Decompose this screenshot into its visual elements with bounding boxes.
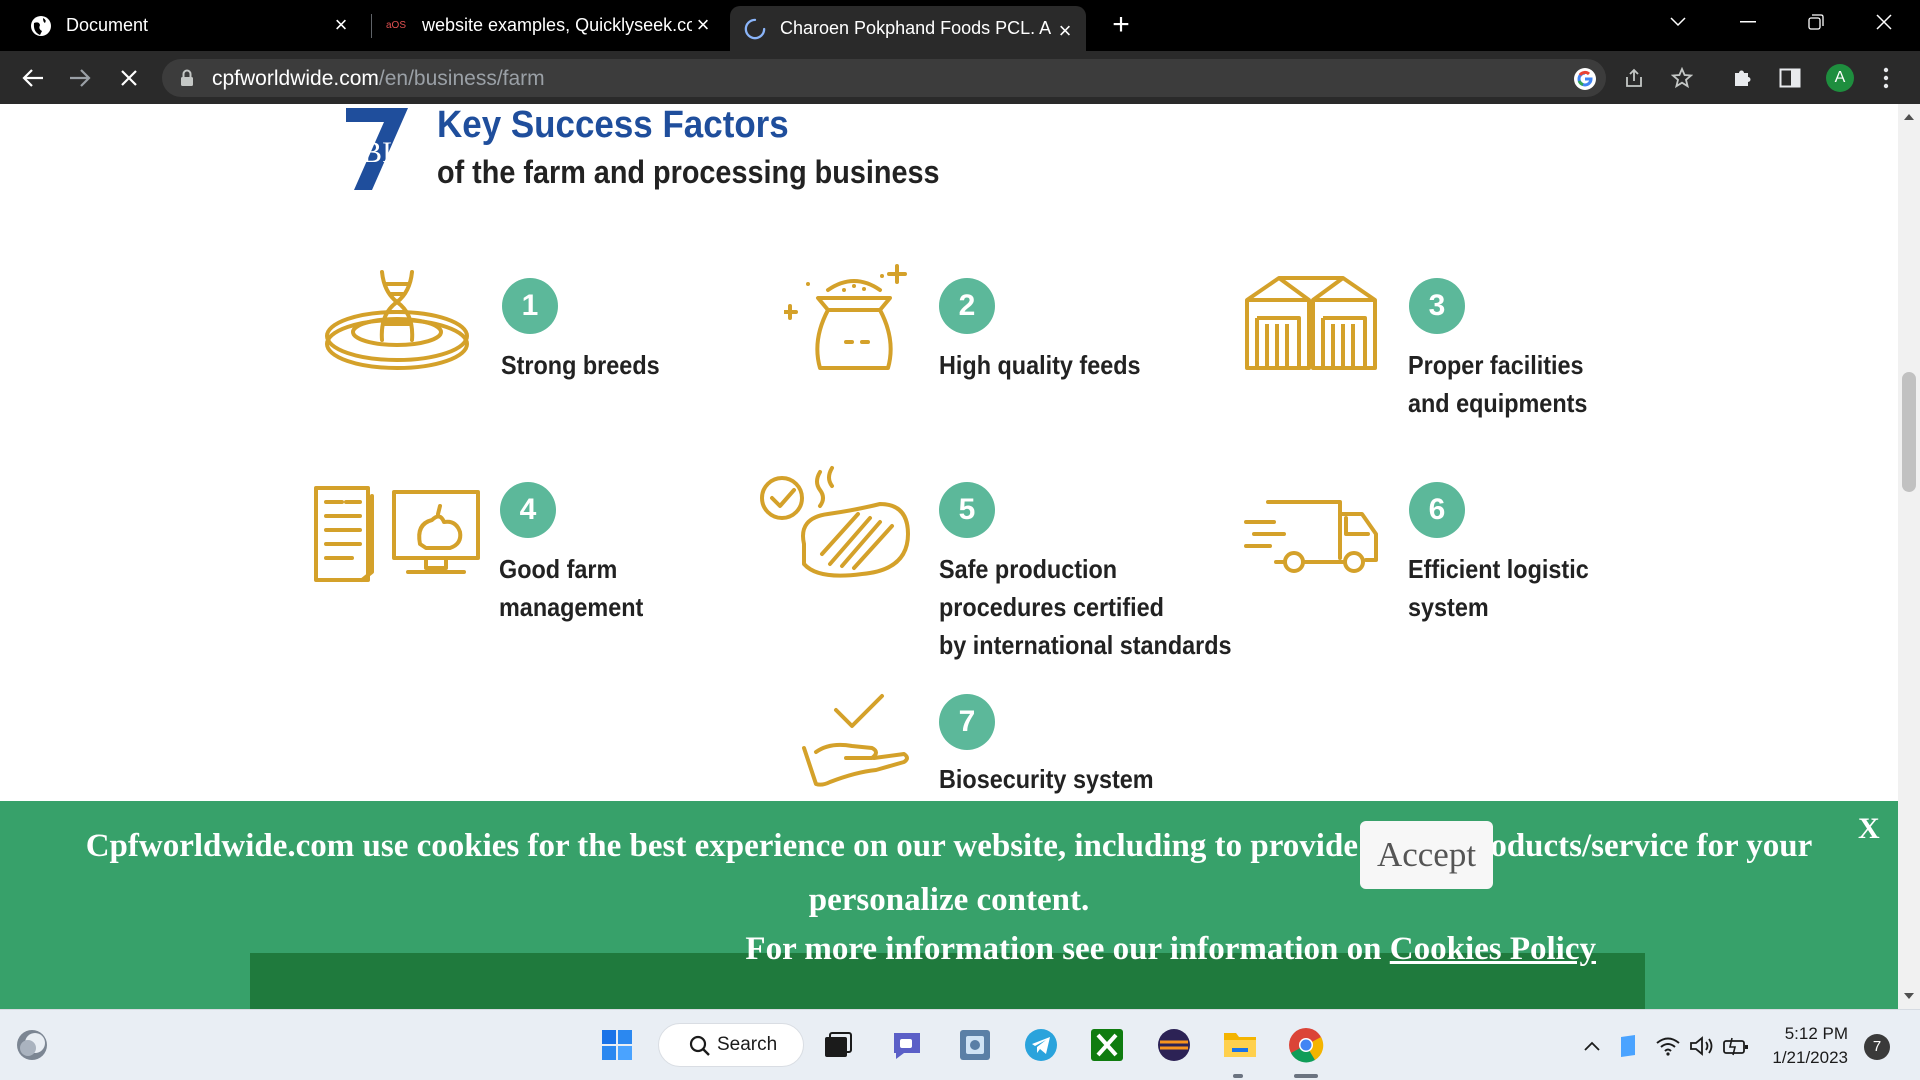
battery-icon[interactable] — [1722, 1032, 1750, 1060]
close-window-icon[interactable] — [1854, 0, 1914, 44]
tab-divider — [371, 14, 372, 38]
teams-chat-icon[interactable] — [887, 1025, 927, 1065]
tab-search-chevron-icon[interactable] — [1648, 0, 1708, 44]
hand-check-icon — [802, 694, 909, 787]
scroll-thumb[interactable] — [1902, 372, 1916, 492]
widgets-icon[interactable] — [12, 1025, 52, 1065]
search-label: Search — [717, 1034, 778, 1055]
tab-document[interactable]: Document × — [30, 0, 362, 51]
notification-count-badge[interactable]: 7 — [1864, 1034, 1890, 1060]
close-tab-icon[interactable]: × — [334, 12, 348, 37]
bookmark-star-icon[interactable] — [1668, 64, 1696, 92]
system-clock[interactable]: 5:12 PM 1/21/2023 — [1758, 1022, 1848, 1070]
side-panel-icon[interactable] — [1776, 64, 1804, 92]
dna-icon — [325, 270, 469, 370]
cookie-message: Cpfworldwide.com use cookies for the bes… — [85, 828, 1813, 918]
factor-number-badge: 6 — [1409, 482, 1465, 538]
url-path: /en/business/farm — [378, 67, 545, 90]
windows-taskbar: Search 5:12 PM 1/21/2023 7 — [0, 1009, 1920, 1080]
stop-loading-icon[interactable] — [112, 61, 146, 95]
clock-date: 1/21/2023 — [1772, 1048, 1848, 1067]
cookie-banner: Cpfworldwide.com use cookies for the bes… — [0, 801, 1898, 1009]
search-icon — [689, 1035, 710, 1056]
google-icon[interactable] — [1572, 66, 1598, 92]
section-subtitle: of the farm and processing business — [437, 154, 940, 190]
show-hidden-icons-chevron-icon[interactable] — [1578, 1032, 1606, 1060]
qs-favicon-icon: aOS — [385, 20, 406, 31]
close-tab-icon[interactable]: × — [696, 12, 710, 37]
factor-number-badge: 5 — [939, 482, 995, 538]
factor-label: Proper facilities and equipments — [1408, 350, 1588, 418]
tab-website-examples[interactable]: aOS website examples, Quicklyseek.co × — [384, 0, 724, 51]
banner-background-image — [250, 953, 1645, 1009]
photos-app-icon[interactable] — [955, 1025, 995, 1065]
page-scrollbar[interactable] — [1898, 104, 1920, 1009]
factor-number-badge: 7 — [939, 694, 995, 750]
tab-title: Charoen Pokphand Foods PCL. A — [780, 18, 1052, 38]
tab-strip: Document × aOS website examples, Quickly… — [0, 0, 1920, 51]
close-tab-icon[interactable]: × — [1058, 18, 1072, 43]
browser-toolbar: cpfworldwide.com/en/business/farm A — [0, 51, 1920, 104]
section-title: Key Success Factors — [437, 104, 789, 146]
factor-number-badge: 1 — [502, 278, 558, 334]
factor-number-badge: 3 — [1409, 278, 1465, 334]
meat-certified-icon — [760, 466, 910, 578]
factor-label: Efficient logistic system — [1408, 554, 1589, 622]
scroll-up-arrow-icon[interactable] — [1904, 112, 1914, 122]
file-explorer-icon[interactable] — [1220, 1025, 1260, 1065]
accept-cookies-button[interactable]: Accept — [1360, 821, 1493, 889]
factor-label: High quality feeds — [939, 350, 1141, 380]
share-icon[interactable] — [1620, 64, 1648, 92]
tab-cpf-active[interactable]: Charoen Pokphand Foods PCL. A × — [730, 6, 1086, 51]
menu-kebab-icon[interactable] — [1872, 64, 1900, 92]
globe-icon — [30, 15, 52, 37]
back-arrow-icon[interactable] — [16, 61, 50, 95]
task-view-icon[interactable] — [818, 1025, 858, 1065]
factor-label: Safe production procedures certified by … — [939, 554, 1232, 660]
truck-icon — [1244, 500, 1378, 573]
cookie-info-text: For more information see our information… — [745, 931, 1382, 967]
onedrive-tray-icon[interactable] — [1614, 1032, 1642, 1060]
cookies-policy-link[interactable]: Cookies Policy — [1389, 931, 1596, 967]
chrome-taskbar-icon[interactable] — [1283, 1025, 1329, 1065]
scroll-down-arrow-icon[interactable] — [1904, 991, 1914, 1001]
loading-spinner-icon — [744, 18, 766, 40]
wifi-icon[interactable] — [1654, 1032, 1682, 1060]
lock-icon — [180, 69, 194, 92]
taskbar-search[interactable]: Search — [658, 1023, 804, 1067]
tab-title: Document — [66, 15, 149, 35]
url-text: cpfworldwide.com/en/business/farm — [212, 67, 545, 91]
eclipse-ide-icon[interactable] — [1154, 1025, 1194, 1065]
page-viewport: BI Key Success Factors of the farm and p… — [0, 104, 1898, 1009]
extensions-puzzle-icon[interactable] — [1728, 64, 1756, 92]
telegram-icon[interactable] — [1021, 1025, 1061, 1065]
tab-title: website examples, Quicklyseek.co — [422, 15, 692, 35]
warehouse-icon — [1245, 276, 1377, 370]
xbox-icon[interactable] — [1087, 1025, 1127, 1065]
forward-arrow-icon[interactable] — [63, 61, 97, 95]
restore-icon[interactable] — [1786, 0, 1846, 44]
clock-time: 5:12 PM — [1784, 1024, 1848, 1043]
minimize-icon[interactable] — [1718, 0, 1778, 44]
new-tab-button[interactable]: + — [1112, 8, 1130, 41]
factor-label: Strong breeds — [501, 350, 660, 380]
cookie-close-button[interactable]: X — [1858, 812, 1880, 845]
running-indicator — [1233, 1074, 1243, 1078]
profile-avatar[interactable]: A — [1826, 64, 1854, 92]
url-host: cpfworldwide.com — [212, 67, 379, 90]
volume-icon[interactable] — [1688, 1032, 1716, 1060]
svg-text:BI: BI — [362, 136, 392, 169]
address-bar[interactable]: cpfworldwide.com/en/business/farm — [162, 59, 1606, 97]
farm-management-icon — [314, 486, 480, 582]
cookie-info-line: For more information see our information… — [0, 931, 1596, 968]
start-windows-icon[interactable] — [597, 1025, 637, 1065]
factor-number-badge: 4 — [500, 482, 556, 538]
factor-label: Good farm management — [499, 554, 644, 622]
factor-number-badge: 2 — [939, 278, 995, 334]
feed-sack-icon — [784, 264, 907, 370]
big-seven-graphic: BI — [346, 108, 408, 190]
active-app-indicator — [1294, 1074, 1318, 1078]
